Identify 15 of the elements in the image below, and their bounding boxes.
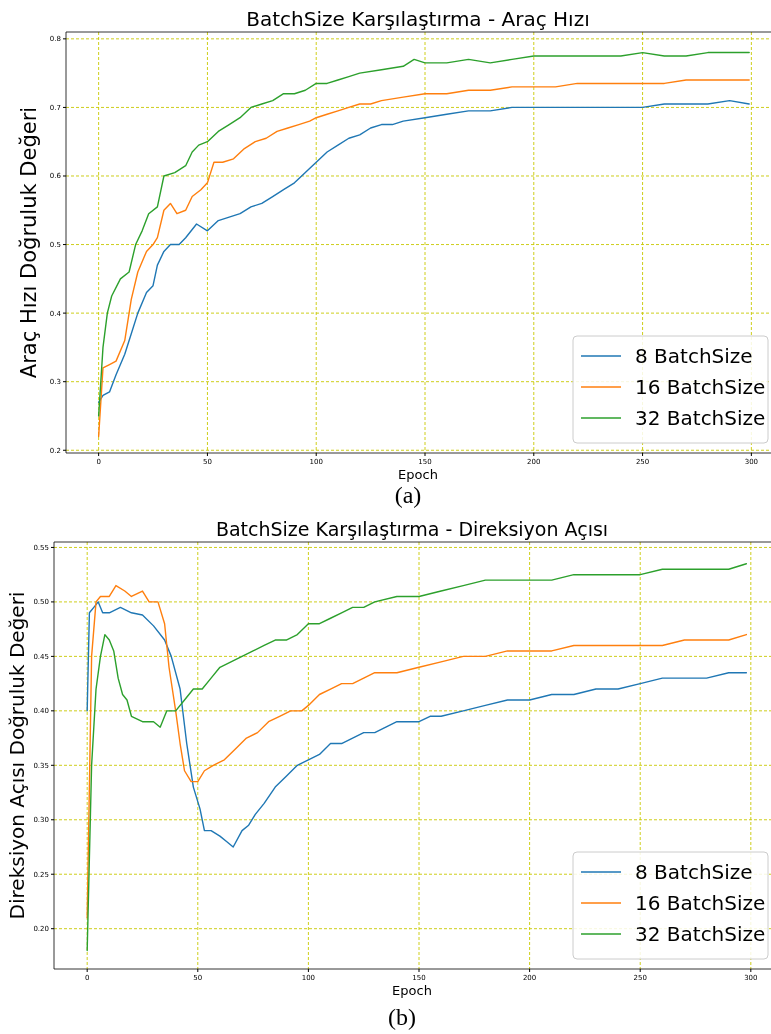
- legend-label: 16 BatchSize: [635, 891, 766, 915]
- legend-label: 8 BatchSize: [635, 344, 753, 368]
- legend-label: 32 BatchSize: [635, 406, 766, 430]
- legend-label: 8 BatchSize: [635, 860, 753, 884]
- y-axis-title: Direksiyon Açısı Doğruluk Değeri: [5, 591, 29, 920]
- legend-label: 16 BatchSize: [635, 375, 766, 399]
- chart-title: BatchSize Karşılaştırma - Araç Hızı: [246, 7, 590, 31]
- x-axis-title: Epoch: [392, 983, 432, 998]
- line-series: [86, 601, 748, 848]
- text: (b): [388, 1004, 416, 1030]
- legend-label: 32 BatchSize: [635, 922, 766, 946]
- text: (a): [394, 482, 422, 508]
- y-axis-title: Araç Hızı Doğruluk Değeri: [17, 106, 41, 379]
- x-axis-title: Epoch: [398, 467, 438, 482]
- chart-title: BatchSize Karşılaştırma - Direksiyon Açısı: [215, 518, 609, 540]
